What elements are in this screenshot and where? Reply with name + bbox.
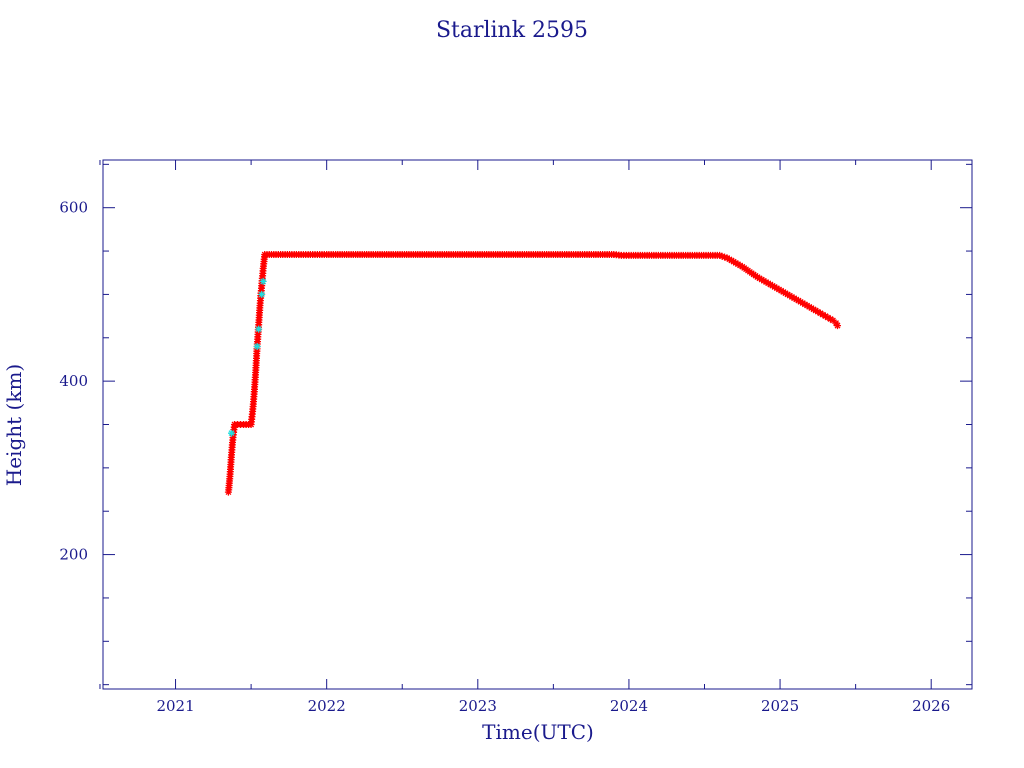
data-points <box>224 251 841 496</box>
data-point <box>821 312 829 320</box>
x-tick-label: 2024 <box>610 697 648 715</box>
y-axis-label: Height (km) <box>2 364 26 486</box>
data-point <box>716 251 724 259</box>
data-point <box>758 276 766 284</box>
data-point <box>728 257 735 264</box>
x-tick-label: 2023 <box>459 697 497 715</box>
data-point <box>718 252 726 260</box>
x-tick-label: 2025 <box>761 697 799 715</box>
data-point <box>258 290 266 298</box>
x-tick-label: 2026 <box>912 697 950 715</box>
data-point <box>797 298 805 306</box>
y-tick-label: 400 <box>59 372 88 390</box>
data-point <box>255 325 263 333</box>
y-tick-label: 600 <box>59 199 88 217</box>
data-point <box>826 315 834 323</box>
data-point <box>753 273 761 281</box>
data-point <box>259 277 267 285</box>
data-point <box>829 316 837 324</box>
data-point <box>228 429 235 437</box>
data-point <box>810 305 817 313</box>
data-point <box>819 311 827 319</box>
data-point <box>814 308 822 316</box>
data-point <box>764 279 772 287</box>
data-point <box>824 314 832 321</box>
y-tick-labels: 200 400 600 <box>59 199 88 564</box>
chart-title: Starlink 2595 <box>436 18 588 43</box>
data-point <box>253 343 261 350</box>
data-point <box>771 283 779 291</box>
data-point <box>816 309 824 317</box>
data-point <box>721 253 729 261</box>
data-point <box>786 292 794 300</box>
data-point <box>775 286 783 293</box>
axis-ticks <box>99 160 972 689</box>
x-tick-label: 2021 <box>156 697 194 715</box>
y-tick-label: 200 <box>59 546 88 564</box>
x-tick-label: 2022 <box>308 697 346 715</box>
data-point <box>732 259 740 267</box>
x-axis-label: Time(UTC) <box>482 720 594 744</box>
data-point <box>832 319 840 327</box>
x-tick-labels: 2021 2022 2023 2024 2025 2026 <box>156 697 950 715</box>
data-point <box>834 322 841 330</box>
